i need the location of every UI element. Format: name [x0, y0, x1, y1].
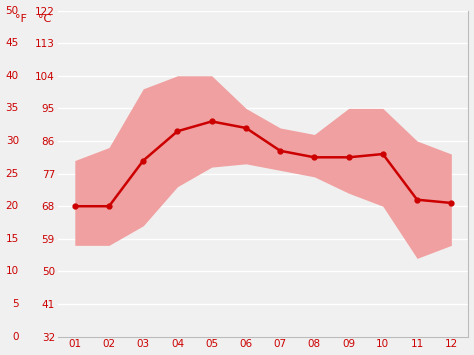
Text: °C: °C	[38, 14, 52, 24]
Text: 20: 20	[6, 201, 19, 211]
Text: 40: 40	[6, 71, 19, 81]
Text: 15: 15	[6, 234, 19, 244]
Text: 25: 25	[6, 169, 19, 179]
Text: 0: 0	[12, 332, 19, 342]
Text: 50: 50	[6, 6, 19, 16]
Text: 5: 5	[12, 299, 19, 309]
Text: 10: 10	[6, 267, 19, 277]
Text: 35: 35	[6, 103, 19, 113]
Text: °F: °F	[15, 14, 27, 24]
Text: 45: 45	[6, 38, 19, 48]
Text: 30: 30	[6, 136, 19, 146]
